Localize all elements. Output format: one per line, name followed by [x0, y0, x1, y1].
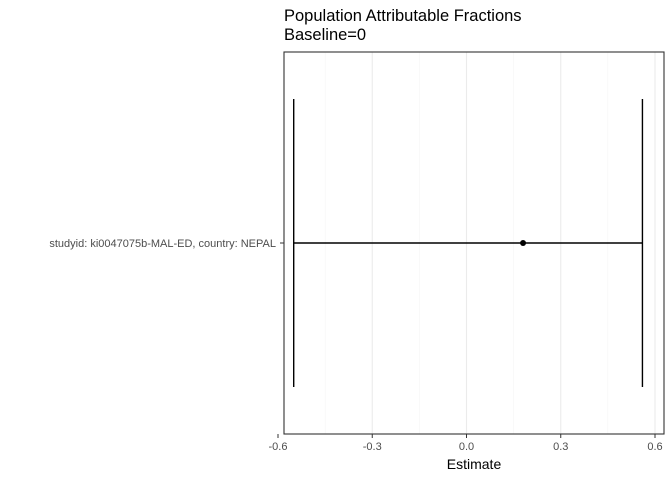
x-tick-label: 0.6	[647, 441, 662, 453]
y-tick-label: studyid: ki0047075b-MAL-ED, country: NEP…	[49, 238, 276, 250]
chart-subtitle: Baseline=0	[284, 26, 366, 44]
plot-marks	[293, 98, 644, 388]
y-axis: studyid: ki0047075b-MAL-ED, country: NEP…	[49, 238, 284, 250]
x-axis-title: Estimate	[447, 456, 502, 472]
chart-title: Population Attributable Fractions	[284, 7, 522, 25]
x-tick-label: -0.6	[269, 441, 288, 453]
x-tick-label: -0.3	[363, 441, 382, 453]
x-tick-label: 0.0	[459, 441, 474, 453]
estimate-point	[520, 240, 527, 246]
x-tick-label: 0.3	[553, 441, 568, 453]
x-axis: -0.6 -0.3 0.0 0.3 0.6	[269, 434, 663, 453]
